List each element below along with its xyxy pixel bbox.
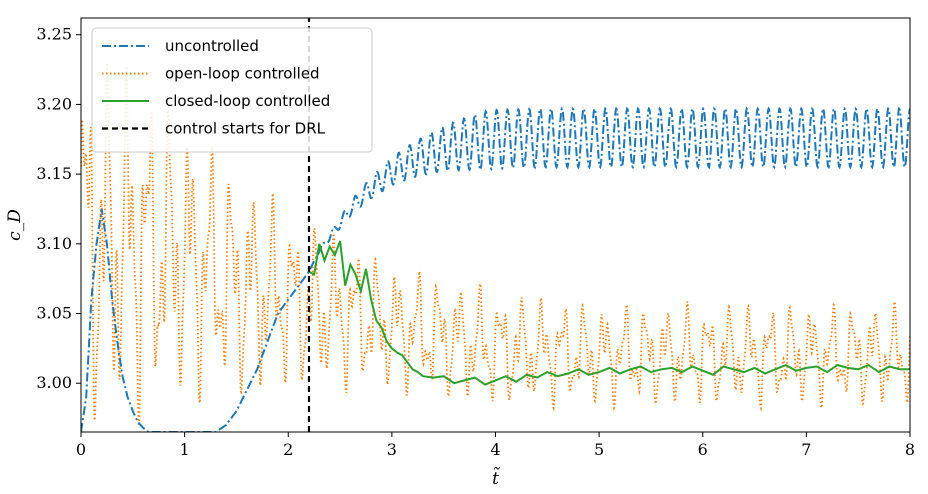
y-tick-label: 3.15 (36, 164, 72, 183)
y-tick-label: 3.05 (36, 304, 72, 323)
y-tick-label: 3.00 (36, 373, 72, 392)
legend-entry-label: closed-loop controlled (165, 92, 330, 110)
x-tick-label: 1 (180, 440, 190, 459)
y-axis-label: c_D (5, 209, 25, 241)
y-tick-label: 3.10 (36, 234, 72, 253)
x-tick-label: 6 (698, 440, 708, 459)
x-tick-label: 7 (801, 440, 811, 459)
legend-box (91, 27, 373, 153)
series-closed-loop-controlled (308, 240, 910, 386)
y-tick-label: 3.25 (36, 25, 72, 44)
y-tick-label: 3.20 (36, 94, 72, 113)
x-tick-label: 2 (283, 440, 293, 459)
x-tick-label: 4 (490, 440, 500, 459)
legend: uncontrolled open-loop controlled closed-l… (91, 27, 373, 153)
x-tick-label: 3 (387, 440, 397, 459)
x-tick-label: 0 (76, 440, 86, 459)
y-axis: 3.00 3.05 3.10 3.15 3.20 3.25 (36, 25, 81, 392)
x-tick-label: 8 (905, 440, 915, 459)
legend-entry-label: uncontrolled (165, 37, 259, 55)
series-uncontrolled (81, 106, 910, 432)
x-axis-label: t̃ (492, 467, 500, 489)
legend-entry-label: control starts for DRL (165, 120, 326, 138)
x-axis: 0 1 2 3 4 5 6 7 8 (76, 432, 915, 459)
legend-entry-label: open-loop controlled (165, 65, 320, 83)
x-tick-label: 5 (594, 440, 604, 459)
